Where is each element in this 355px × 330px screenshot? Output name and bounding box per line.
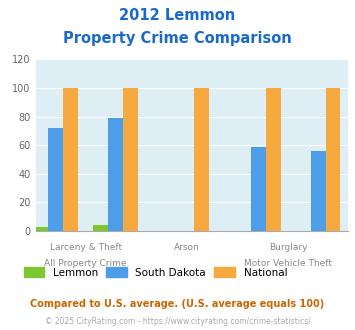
Bar bbox=[326, 88, 340, 231]
Bar bbox=[93, 225, 108, 231]
Bar bbox=[108, 118, 123, 231]
Text: 2012 Lemmon: 2012 Lemmon bbox=[119, 8, 236, 23]
Bar bbox=[63, 88, 78, 231]
Text: All Property Crime: All Property Crime bbox=[44, 259, 127, 268]
Legend: Lemmon, South Dakota, National: Lemmon, South Dakota, National bbox=[20, 263, 291, 282]
Text: © 2025 CityRating.com - https://www.cityrating.com/crime-statistics/: © 2025 CityRating.com - https://www.city… bbox=[45, 317, 310, 326]
Text: Larceny & Theft: Larceny & Theft bbox=[50, 243, 122, 251]
Text: Property Crime Comparison: Property Crime Comparison bbox=[63, 31, 292, 46]
Bar bbox=[311, 151, 326, 231]
Bar bbox=[48, 128, 63, 231]
Text: Motor Vehicle Theft: Motor Vehicle Theft bbox=[244, 259, 332, 268]
Text: Arson: Arson bbox=[174, 243, 200, 251]
Text: Compared to U.S. average. (U.S. average equals 100): Compared to U.S. average. (U.S. average … bbox=[31, 299, 324, 309]
Bar bbox=[251, 147, 266, 231]
Bar bbox=[33, 227, 48, 231]
Bar bbox=[195, 88, 209, 231]
Text: Burglary: Burglary bbox=[269, 243, 307, 251]
Bar bbox=[266, 88, 280, 231]
Bar bbox=[123, 88, 138, 231]
